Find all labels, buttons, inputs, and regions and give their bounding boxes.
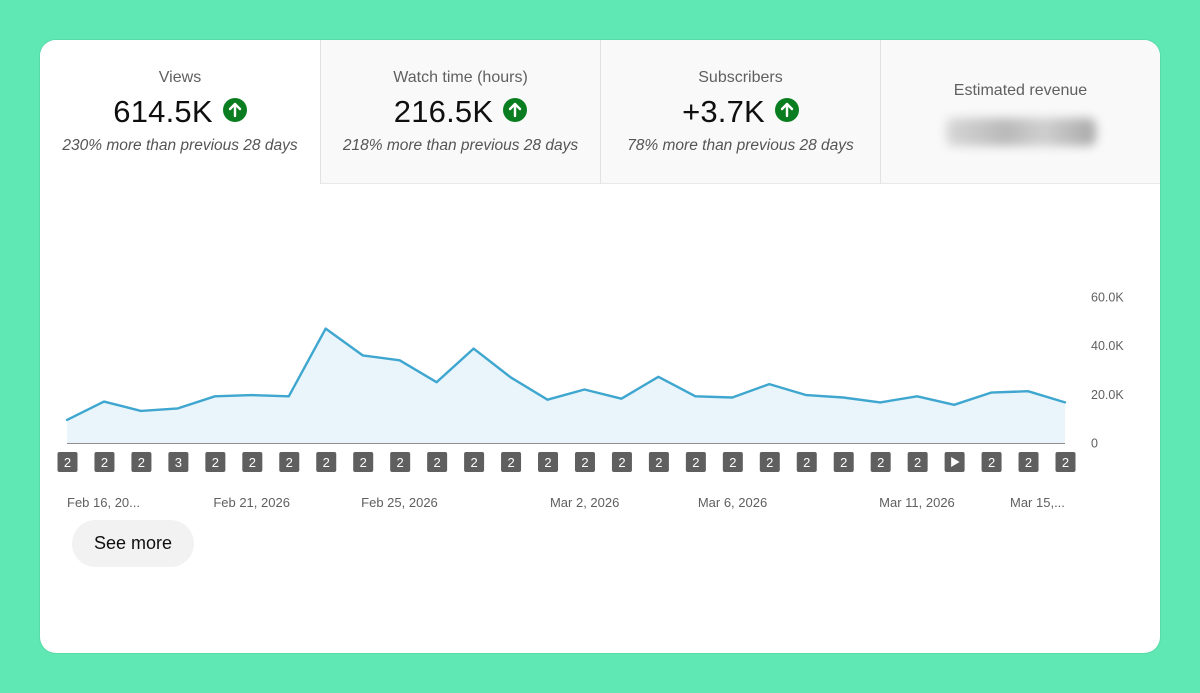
content-marker-count: 2 — [692, 455, 699, 470]
content-marker[interactable]: 2 — [1055, 452, 1076, 472]
content-marker[interactable]: 2 — [316, 452, 337, 472]
x-axis-label: Feb 16, 20... — [67, 495, 140, 510]
content-marker-count: 2 — [470, 455, 477, 470]
metric-tab-watch-time[interactable]: Watch time (hours) 216.5K 218% more than… — [320, 40, 600, 184]
metric-tab-estimated-revenue[interactable]: Estimated revenue — [880, 40, 1160, 184]
up-arrow-icon — [222, 98, 247, 122]
content-marker-count: 2 — [397, 455, 404, 470]
content-marker-count: 2 — [766, 455, 773, 470]
see-more-button[interactable]: See more — [72, 520, 194, 567]
content-marker[interactable]: 2 — [759, 452, 780, 472]
content-marker[interactable]: 2 — [131, 452, 152, 472]
content-marker-count: 2 — [212, 455, 219, 470]
play-icon — [951, 457, 960, 467]
content-marker[interactable]: 2 — [279, 452, 300, 472]
metric-label: Estimated revenue — [953, 82, 1088, 99]
metric-value: 614.5K — [113, 94, 213, 129]
content-marker[interactable]: 2 — [833, 452, 854, 472]
content-marker[interactable]: 2 — [538, 452, 559, 472]
content-marker-count: 2 — [1025, 455, 1032, 470]
content-marker-count: 2 — [655, 455, 662, 470]
y-tick-label: 60.0K — [1091, 291, 1124, 305]
content-marker[interactable]: 2 — [611, 452, 632, 472]
content-marker[interactable]: 2 — [501, 452, 522, 472]
blurred-revenue-value — [945, 118, 1096, 146]
metric-comparison: 78% more than previous 28 days — [627, 137, 854, 154]
views-chart[interactable]: 60.0K 40.0K 20.0K 0 2 2 2 3 2 2 2 2 2 2 2 2 2 2 2 2 2 2 2 2 2 2 2 2… — [40, 184, 1160, 524]
content-marker-count: 2 — [138, 455, 145, 470]
x-axis-label: Feb 25, 2026 — [361, 495, 438, 510]
content-marker[interactable]: 2 — [205, 452, 226, 472]
content-marker[interactable]: 2 — [574, 452, 595, 472]
content-marker-count: 2 — [360, 455, 367, 470]
x-axis-label: Feb 21, 2026 — [213, 495, 290, 510]
metric-tab-subscribers[interactable]: Subscribers +3.7K 78% more than previous… — [600, 40, 880, 184]
content-marker[interactable]: 2 — [94, 452, 115, 472]
content-marker[interactable]: 2 — [907, 452, 928, 472]
up-arrow-icon — [774, 98, 799, 122]
content-marker-count: 2 — [323, 455, 330, 470]
content-marker-count: 2 — [434, 455, 441, 470]
content-marker[interactable]: 2 — [981, 452, 1002, 472]
content-marker-count: 2 — [988, 455, 995, 470]
content-marker-count: 2 — [877, 455, 884, 470]
content-marker[interactable]: 2 — [390, 452, 411, 472]
x-axis-label: Mar 11, 2026 — [879, 495, 955, 510]
y-tick-label: 40.0K — [1091, 339, 1124, 353]
analytics-card: Views 614.5K 230% more than previous 28 … — [40, 40, 1160, 653]
content-marker-count: 2 — [101, 455, 108, 470]
content-marker-count: 2 — [249, 455, 256, 470]
y-tick-label: 20.0K — [1091, 388, 1124, 402]
content-marker-count: 2 — [544, 455, 551, 470]
metric-comparison: 218% more than previous 28 days — [342, 137, 579, 154]
content-marker[interactable]: 2 — [464, 452, 485, 472]
metric-label: Watch time (hours) — [393, 69, 528, 86]
content-marker-count: 2 — [286, 455, 293, 470]
content-marker[interactable]: 2 — [870, 452, 891, 472]
content-marker-count: 2 — [914, 455, 921, 470]
metric-value: 216.5K — [393, 94, 494, 129]
content-marker-count: 2 — [1062, 455, 1069, 470]
metric-comparison: 230% more than previous 28 days — [62, 137, 298, 154]
chart-canvas: 60.0K 40.0K 20.0K 0 2 2 2 3 2 2 2 2 2 2 2 2 2 2 2 2 2 2 2 2 2 2 2 2… — [57, 291, 1124, 472]
content-marker[interactable]: 2 — [685, 452, 706, 472]
views-line — [65, 327, 1067, 422]
up-arrow-icon — [503, 98, 528, 122]
content-marker-count: 2 — [581, 455, 588, 470]
content-marker[interactable]: 2 — [648, 452, 669, 472]
metric-tabs: Views 614.5K 230% more than previous 28 … — [40, 40, 1160, 184]
x-axis-label: Mar 15,... — [1010, 495, 1065, 510]
y-tick-label: 0 — [1091, 437, 1098, 451]
content-marker[interactable]: 2 — [722, 452, 743, 472]
metric-tab-views[interactable]: Views 614.5K 230% more than previous 28 … — [40, 40, 320, 184]
content-marker-count: 2 — [507, 455, 514, 470]
content-marker[interactable]: 3 — [168, 452, 189, 472]
metric-label: Views — [158, 69, 202, 86]
content-marker-play[interactable] — [944, 452, 965, 472]
content-marker-count: 2 — [64, 455, 71, 470]
content-marker-count: 3 — [175, 455, 182, 470]
x-axis-label: Mar 2, 2026 — [549, 495, 620, 510]
content-marker[interactable]: 2 — [353, 452, 374, 472]
content-marker-count: 2 — [618, 455, 625, 470]
content-marker-count: 2 — [729, 455, 736, 470]
content-marker[interactable]: 2 — [796, 452, 817, 472]
content-marker[interactable]: 2 — [242, 452, 263, 472]
content-marker[interactable]: 2 — [1018, 452, 1039, 472]
content-marker[interactable]: 2 — [57, 452, 78, 472]
metric-label: Subscribers — [698, 69, 783, 86]
x-axis-label: Mar 6, 2026 — [697, 495, 768, 510]
content-marker-count: 2 — [803, 455, 810, 470]
content-marker[interactable]: 2 — [427, 452, 448, 472]
metric-value: +3.7K — [682, 94, 765, 129]
views-area-fill — [67, 328, 1065, 443]
content-marker-count: 2 — [840, 455, 847, 470]
